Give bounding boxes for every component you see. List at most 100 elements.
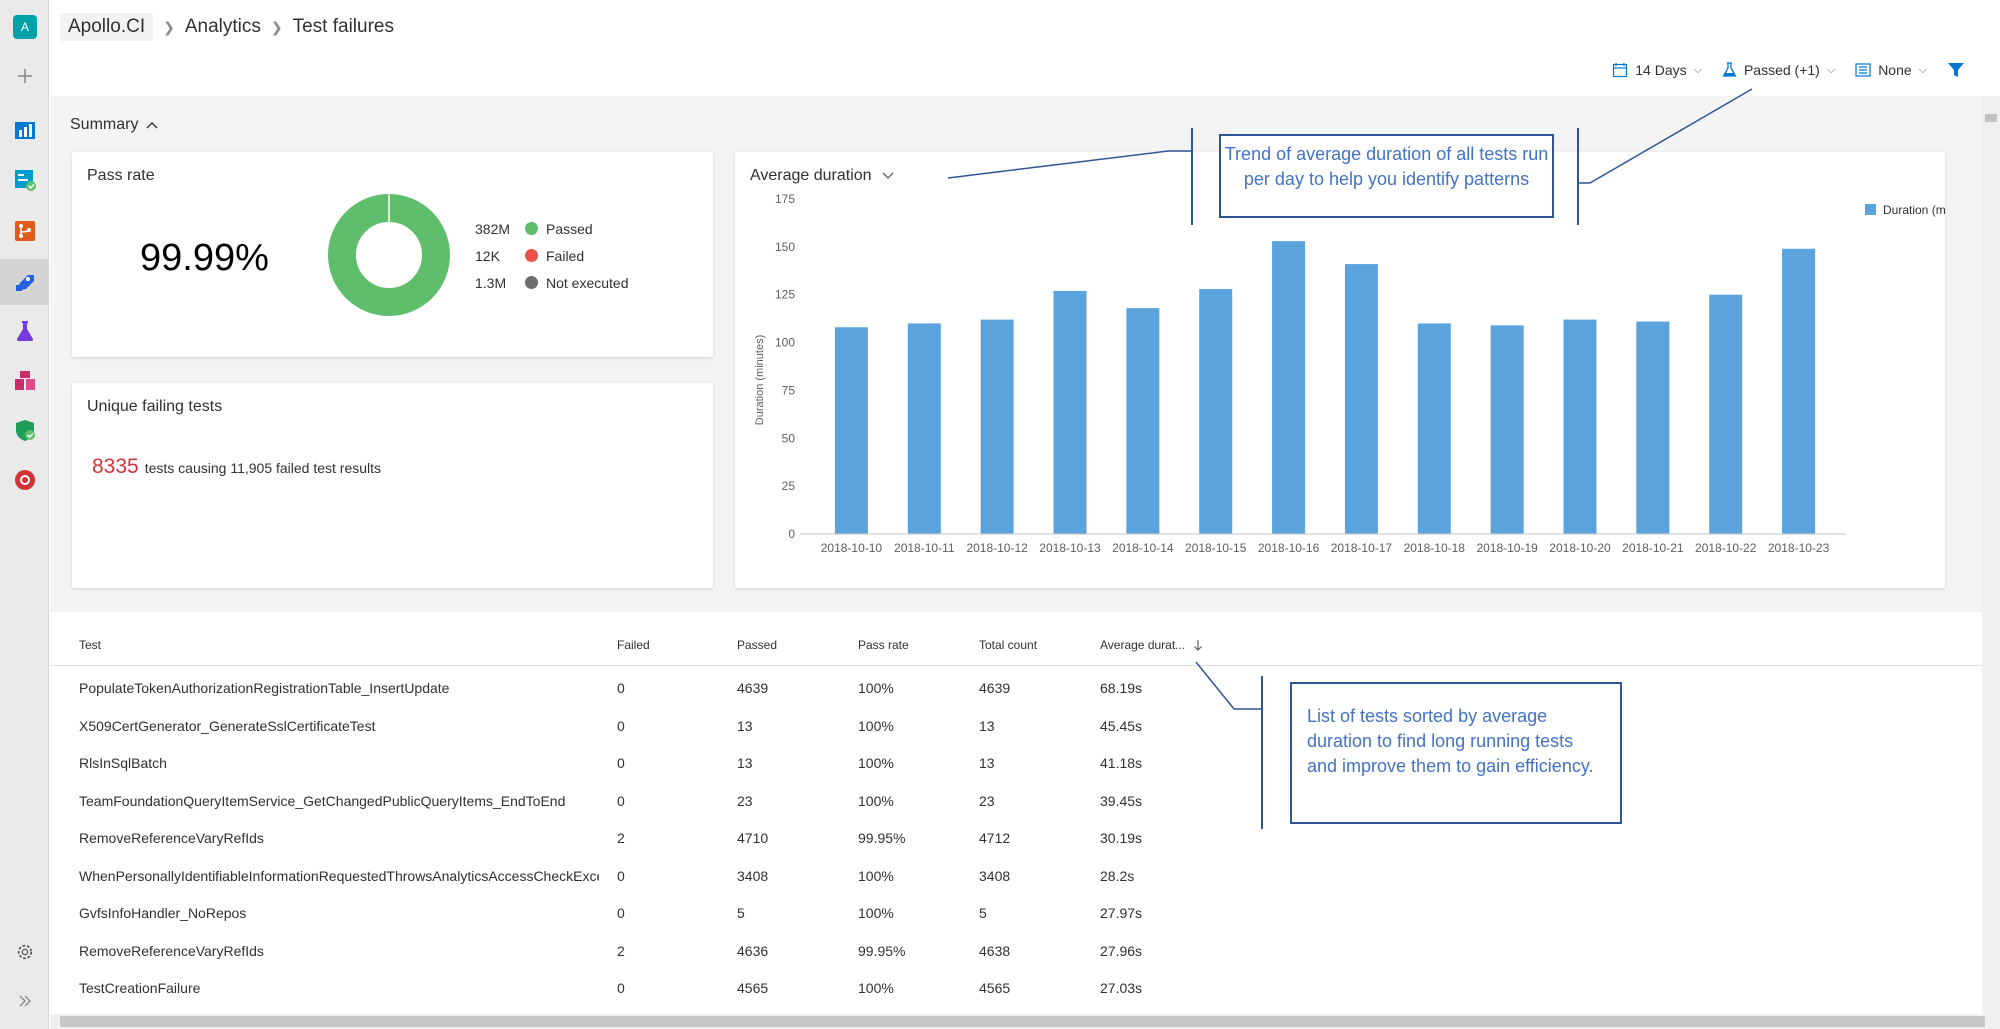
group-filter[interactable]: None ⌵ bbox=[1855, 62, 1927, 78]
security-icon[interactable] bbox=[11, 416, 39, 444]
table-row[interactable]: PopulateTokenAuthorizationRegistrationTa… bbox=[50, 670, 1982, 707]
org-avatar[interactable]: A bbox=[13, 15, 37, 39]
cell-passed: 13 bbox=[737, 717, 753, 734]
pass-rate-title: Pass rate bbox=[87, 167, 155, 184]
table-row[interactable]: RemoveReferenceVaryRefIds 2 4636 99.95% 4638… bbox=[50, 933, 1982, 970]
unique-failing-text: tests causing 11,905 failed test results bbox=[144, 460, 382, 476]
chart-bar[interactable] bbox=[834, 327, 868, 534]
pipelines-icon[interactable] bbox=[11, 268, 39, 296]
chart-bar[interactable] bbox=[1782, 248, 1816, 534]
cell-test-name: TeamFoundationQueryItemService_GetChange… bbox=[79, 792, 566, 809]
unique-failing-card: Unique failing tests 8335 tests causing … bbox=[72, 383, 713, 588]
chevron-down-icon: ⌵ bbox=[1693, 63, 1702, 76]
chart-legend-swatch bbox=[1865, 204, 1876, 215]
table-row[interactable]: RemoveReferenceVaryRefIds 2 4710 99.95% 4712… bbox=[50, 820, 1982, 857]
tests-table: Test Failed Passed Pass rate Total count… bbox=[50, 612, 1982, 1014]
outcome-filter-label: Passed (+1) bbox=[1743, 62, 1820, 78]
table-row[interactable]: GvfsInfoHandler_NoRepos 0 5 100% 5 27.97s bbox=[50, 895, 1982, 932]
y-tick-label: 75 bbox=[782, 383, 796, 397]
chevron-down-icon bbox=[882, 172, 894, 179]
table-row[interactable]: TeamFoundationQueryItemService_GetChange… bbox=[50, 783, 1982, 820]
x-tick-label: 2018-10-23 bbox=[1768, 541, 1830, 555]
unique-failing-summary: 8335 tests causing 11,905 failed test re… bbox=[92, 455, 381, 479]
column-header-passed[interactable]: Passed bbox=[737, 638, 778, 652]
cell-pass-rate: 100% bbox=[858, 867, 894, 884]
chart-bar[interactable] bbox=[1199, 288, 1233, 534]
legend-passed: 382M Passed bbox=[475, 215, 629, 242]
cell-average-duration: 45.45s bbox=[1100, 717, 1143, 734]
y-axis-label: Duration (minutes) bbox=[754, 335, 766, 425]
column-header-average-duration[interactable]: Average durat... bbox=[1100, 638, 1203, 652]
chart-bar[interactable] bbox=[1563, 319, 1597, 534]
expand-icon[interactable] bbox=[11, 987, 39, 1015]
summary-toggle[interactable]: Summary bbox=[70, 116, 159, 134]
artifacts-icon[interactable] bbox=[11, 367, 39, 395]
cell-failed: 0 bbox=[617, 755, 625, 771]
breadcrumb-project[interactable]: Apollo.CI bbox=[60, 13, 154, 41]
legend-label: Failed bbox=[546, 247, 585, 264]
table-row[interactable]: X509CertGenerator_GenerateSslCertificate… bbox=[50, 708, 1982, 745]
x-tick-label: 2018-10-20 bbox=[1549, 541, 1611, 555]
cell-average-duration: 27.97s bbox=[1100, 905, 1143, 921]
cell-failed: 0 bbox=[617, 905, 625, 921]
y-tick-label: 175 bbox=[775, 192, 795, 206]
legend-count: 12K bbox=[475, 247, 500, 264]
x-tick-label: 2018-10-19 bbox=[1476, 541, 1538, 555]
column-header-pass-rate[interactable]: Pass rate bbox=[858, 638, 909, 652]
scrollbar-thumb[interactable] bbox=[1985, 114, 1997, 122]
x-tick-label: 2018-10-11 bbox=[894, 541, 955, 555]
table-row[interactable]: WhenPersonallyIdentifiableInformationReq… bbox=[50, 858, 1982, 895]
y-tick-label: 150 bbox=[775, 240, 795, 254]
chart-bar[interactable] bbox=[1344, 264, 1378, 534]
cell-passed: 4565 bbox=[737, 980, 769, 996]
chart-bar[interactable] bbox=[907, 323, 941, 534]
x-tick-label: 2018-10-10 bbox=[821, 541, 883, 555]
pass-rate-value: 99.99% bbox=[140, 237, 269, 279]
chart-bar[interactable] bbox=[1272, 241, 1306, 534]
overview-icon[interactable] bbox=[11, 116, 39, 144]
period-filter[interactable]: 14 Days ⌵ bbox=[1612, 62, 1702, 78]
cell-failed: 0 bbox=[617, 980, 625, 996]
x-tick-label: 2018-10-12 bbox=[966, 541, 1028, 555]
chart-bar[interactable] bbox=[1490, 325, 1524, 534]
vertical-scrollbar[interactable] bbox=[1982, 96, 2000, 1014]
table-row[interactable]: TestCreationFailure 0 4565 100% 4565 27.03s bbox=[50, 970, 1982, 1007]
chart-legend-label: Duration (minutes) bbox=[1883, 203, 1945, 217]
test-plans-icon[interactable] bbox=[11, 317, 39, 345]
support-icon[interactable] bbox=[11, 466, 39, 494]
horizontal-scrollbar[interactable] bbox=[50, 1014, 2000, 1029]
pass-rate-donut bbox=[328, 194, 450, 316]
chevron-down-icon: ⌵ bbox=[1918, 63, 1927, 76]
chart-bar[interactable] bbox=[1126, 308, 1160, 534]
settings-icon[interactable] bbox=[11, 938, 39, 966]
x-tick-label: 2018-10-21 bbox=[1622, 541, 1684, 555]
table-row[interactable]: RlsInSqlBatch 0 13 100% 13 41.18s bbox=[50, 745, 1982, 782]
filter-bar: 14 Days ⌵ Passed (+1) ⌵ None ⌵ bbox=[1592, 62, 1972, 78]
duration-dropdown[interactable]: Average duration bbox=[750, 167, 895, 185]
filter-button[interactable] bbox=[1947, 62, 1972, 78]
cell-total-count: 13 bbox=[979, 755, 995, 771]
chart-bar[interactable] bbox=[1709, 294, 1743, 534]
boards-icon[interactable] bbox=[11, 166, 39, 194]
cell-total-count: 4639 bbox=[979, 680, 1011, 696]
cell-pass-rate: 100% bbox=[858, 905, 894, 921]
column-header-total-count[interactable]: Total count bbox=[979, 638, 1038, 652]
column-header-failed[interactable]: Failed bbox=[617, 638, 650, 652]
chart-bar[interactable] bbox=[1636, 321, 1670, 534]
breadcrumb-test-failures: Test failures bbox=[292, 16, 394, 37]
scrollbar-thumb[interactable] bbox=[60, 1016, 1985, 1027]
repos-icon[interactable] bbox=[11, 217, 39, 245]
add-icon[interactable] bbox=[11, 62, 39, 90]
chart-bar[interactable] bbox=[1053, 290, 1087, 534]
chart-bar[interactable] bbox=[980, 319, 1014, 534]
pass-rate-card: Pass rate 99.99% 382M Passed 12K Failed … bbox=[72, 152, 713, 357]
chart-bar[interactable] bbox=[1417, 323, 1451, 534]
unique-failing-count[interactable]: 8335 bbox=[92, 455, 139, 478]
column-header-test[interactable]: Test bbox=[79, 638, 102, 652]
breadcrumb-analytics[interactable]: Analytics bbox=[184, 16, 261, 37]
cell-total-count: 23 bbox=[979, 792, 995, 809]
cell-test-name: PopulateTokenAuthorizationRegistrationTa… bbox=[79, 680, 450, 696]
summary-label: Summary bbox=[70, 116, 139, 133]
outcome-filter[interactable]: Passed (+1) ⌵ bbox=[1722, 62, 1835, 78]
unique-failing-title: Unique failing tests bbox=[87, 398, 223, 415]
